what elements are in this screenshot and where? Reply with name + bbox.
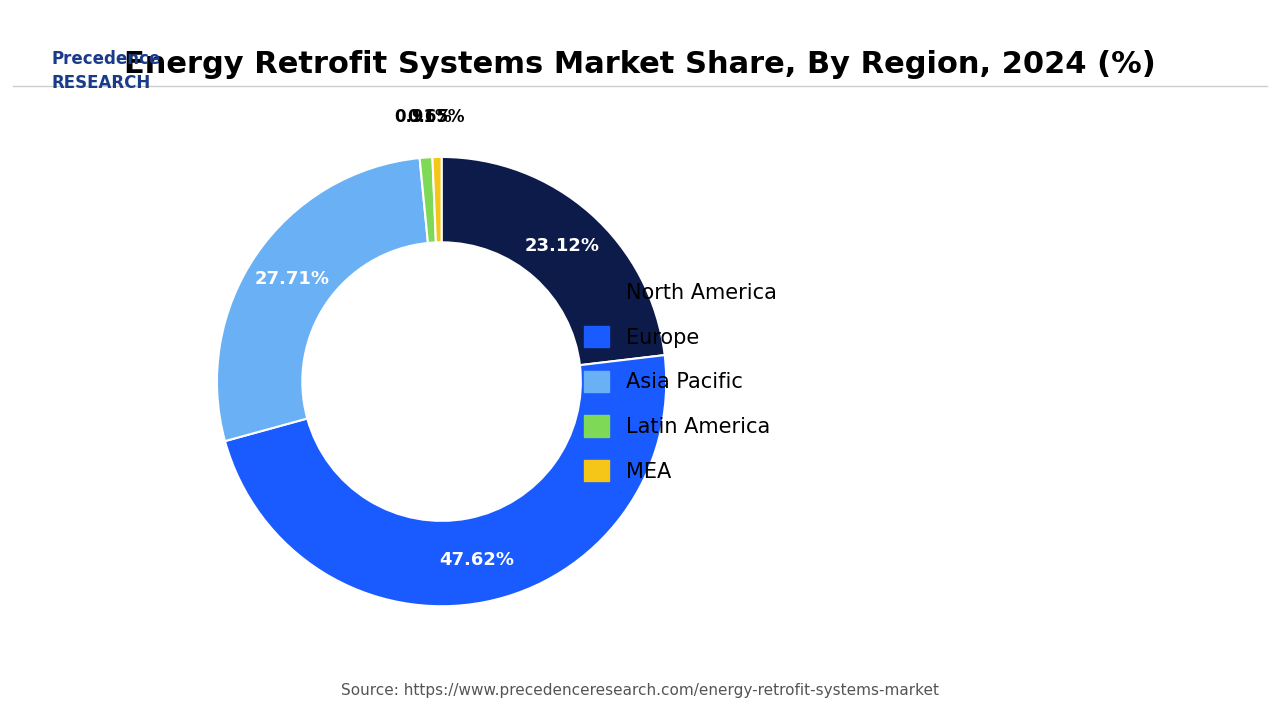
Text: Source: https://www.precedenceresearch.com/energy-retrofit-systems-market: Source: https://www.precedenceresearch.c… [340, 683, 940, 698]
Legend: North America, Europe, Asia Pacific, Latin America, MEA: North America, Europe, Asia Pacific, Lat… [576, 273, 785, 490]
Text: 0.65%: 0.65% [407, 107, 465, 125]
Wedge shape [433, 157, 442, 243]
Text: 27.71%: 27.71% [255, 269, 329, 287]
Wedge shape [420, 157, 436, 243]
Wedge shape [225, 355, 666, 606]
Text: Energy Retrofit Systems Market Share, By Region, 2024 (%): Energy Retrofit Systems Market Share, By… [124, 50, 1156, 79]
Text: Precedence
RESEARCH: Precedence RESEARCH [51, 50, 160, 92]
Text: 23.12%: 23.12% [525, 237, 600, 255]
Text: 0.91%: 0.91% [394, 108, 452, 126]
Wedge shape [442, 157, 664, 365]
Wedge shape [218, 158, 428, 441]
Text: 47.62%: 47.62% [439, 552, 515, 570]
